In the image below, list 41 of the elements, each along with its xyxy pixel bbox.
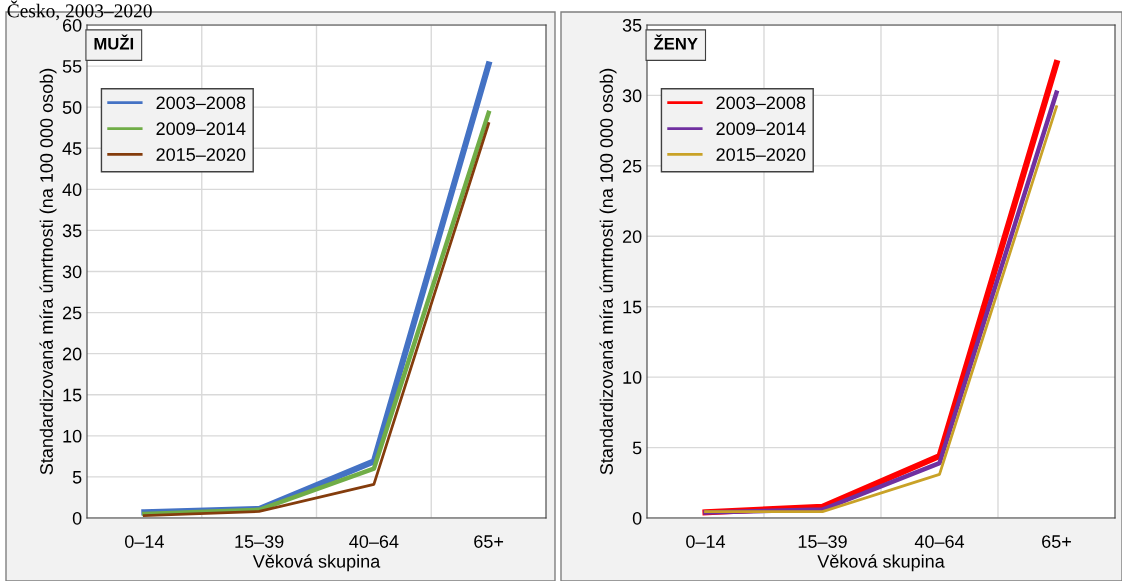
x-tick-label: 0–14: [125, 535, 164, 548]
x-tick-label: 15–39: [235, 535, 284, 548]
x-tick-label: 15–39: [798, 535, 847, 548]
x-tick-label: 40–64: [914, 535, 965, 548]
legend-label: 2009–2014: [716, 122, 806, 136]
y-tick-label: 25: [622, 159, 642, 173]
y-tick-label: 25: [62, 306, 82, 320]
legend-label: 2003–2008: [716, 96, 806, 110]
y-axis-title: Standardizovaná míra úmrtnosti (na 100 000 osob): [39, 68, 57, 475]
y-tick-label: 15: [63, 388, 82, 402]
annotation: ŽENY: [654, 34, 698, 50]
y-tick-label: 60: [62, 18, 82, 32]
y-tick-label: 40: [62, 183, 82, 197]
x-axis-title: Věková skupina: [252, 554, 381, 572]
y-axis-title: Standardizovaná míra úmrtnosti (na 100 000 osob): [599, 68, 617, 475]
y-tick-label: 30: [622, 89, 642, 103]
y-tick-label: 45: [62, 142, 82, 155]
x-tick-label: 0–14: [686, 535, 726, 548]
legend-label: 2009–2014: [156, 122, 246, 136]
y-tick-label: 35: [62, 224, 82, 238]
y-tick-label: 0: [72, 511, 82, 525]
x-axis-title: Věková skupina: [817, 554, 945, 572]
y-tick-label: 20: [62, 347, 82, 361]
annotation: MUŽI: [94, 34, 134, 50]
legend-label: 2015–2020: [156, 148, 246, 161]
y-tick-label: 5: [632, 441, 642, 455]
x-tick-label: 65+: [474, 535, 504, 548]
y-tick-label: 50: [62, 101, 82, 114]
y-tick-label: 30: [62, 265, 82, 279]
y-tick-label: 15: [623, 300, 642, 314]
y-tick-label: 0: [632, 511, 642, 525]
x-tick-label: 40–64: [349, 535, 399, 548]
legend-label: 2003–2008: [156, 96, 246, 110]
y-tick-label: 10: [623, 371, 642, 384]
y-tick-label: 10: [63, 429, 82, 443]
y-tick-label: 20: [622, 230, 642, 244]
legend-label: 2015–2020: [716, 148, 806, 161]
x-tick-label: 65+: [1042, 535, 1071, 548]
y-tick-label: 35: [622, 18, 642, 32]
y-tick-label: 5: [72, 471, 82, 484]
y-tick-label: 55: [62, 60, 82, 73]
